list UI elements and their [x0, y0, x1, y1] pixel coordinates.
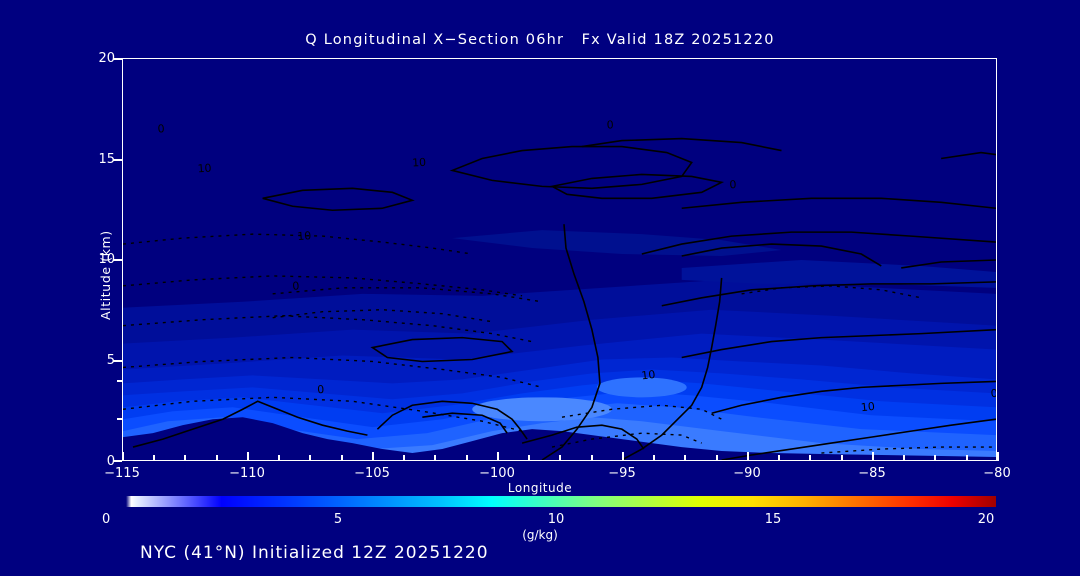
- contour-label-group: 0 0 10 10 10 0 10 10 0 0 0: [157, 118, 996, 414]
- y-tick-label-15: 15: [98, 152, 115, 167]
- x-tick-label-n90: −90: [733, 466, 761, 481]
- cross-section-plot[interactable]: 0 0 10 10 10 0 10 10 0 0 0: [122, 58, 997, 461]
- y-tick-mark-5: [113, 360, 122, 362]
- y-axis-label: Altitude (km): [98, 230, 113, 320]
- contour-dashed-group: [123, 233, 996, 454]
- svg-text:0: 0: [317, 383, 325, 396]
- svg-text:10: 10: [297, 229, 312, 243]
- x-tick-label-n115: −115: [104, 466, 140, 481]
- svg-text:0: 0: [606, 118, 614, 131]
- y-tick-mark-15: [113, 159, 122, 161]
- svg-text:0: 0: [990, 387, 996, 401]
- y-tick-label-10: 10: [98, 252, 115, 267]
- svg-text:0: 0: [292, 279, 300, 292]
- x-tick-label-n100: −100: [479, 466, 515, 481]
- svg-text:10: 10: [197, 161, 212, 175]
- svg-text:0: 0: [157, 122, 165, 135]
- x-tick-label-n85: −85: [858, 466, 886, 481]
- x-tick-label-n80: −80: [983, 466, 1011, 481]
- colorbar-tick-15: 15: [764, 512, 782, 527]
- q-wisp-upper-1: [452, 230, 782, 257]
- page-title: Q Longitudinal X−Section 06hr Fx Valid 1…: [305, 32, 775, 48]
- x-tick-label-n105: −105: [354, 466, 390, 481]
- q-max-east: [596, 377, 687, 398]
- cross-section-field: 0 0 10 10 10 0 10 10 0 0 0: [123, 59, 996, 460]
- colorbar-tick-20: 20: [977, 512, 995, 527]
- y-tick-mark-0: [113, 460, 122, 462]
- contour-solid-group: [132, 137, 996, 460]
- q-wisp-upper-2: [681, 259, 996, 288]
- colorbar-tick-5: 5: [333, 512, 343, 527]
- colorbar[interactable]: [126, 496, 996, 507]
- svg-text:10: 10: [412, 156, 427, 170]
- x-tick-label-n110: −110: [229, 466, 265, 481]
- y-tick-label-0: 0: [106, 454, 115, 469]
- colorbar-tick-10: 10: [547, 512, 565, 527]
- footer-caption: NYC (41°N) Initialized 12Z 20251220: [140, 543, 489, 563]
- svg-text:10: 10: [860, 400, 875, 414]
- y-tick-label-5: 5: [106, 353, 115, 368]
- y-tick-mark-20: [113, 58, 122, 60]
- svg-text:0: 0: [729, 178, 737, 191]
- y-tick-mark-10: [113, 259, 122, 261]
- colorbar-units: (g/kg): [522, 528, 558, 542]
- svg-text:10: 10: [641, 368, 656, 382]
- colorbar-tick-0: 0: [102, 512, 111, 527]
- x-tick-label-n95: −95: [608, 466, 636, 481]
- y-tick-label-20: 20: [98, 51, 115, 66]
- terrain-mask: [123, 417, 996, 460]
- colorbar-title: Longitude: [507, 481, 573, 495]
- x-tick-mark-n80: [997, 452, 999, 461]
